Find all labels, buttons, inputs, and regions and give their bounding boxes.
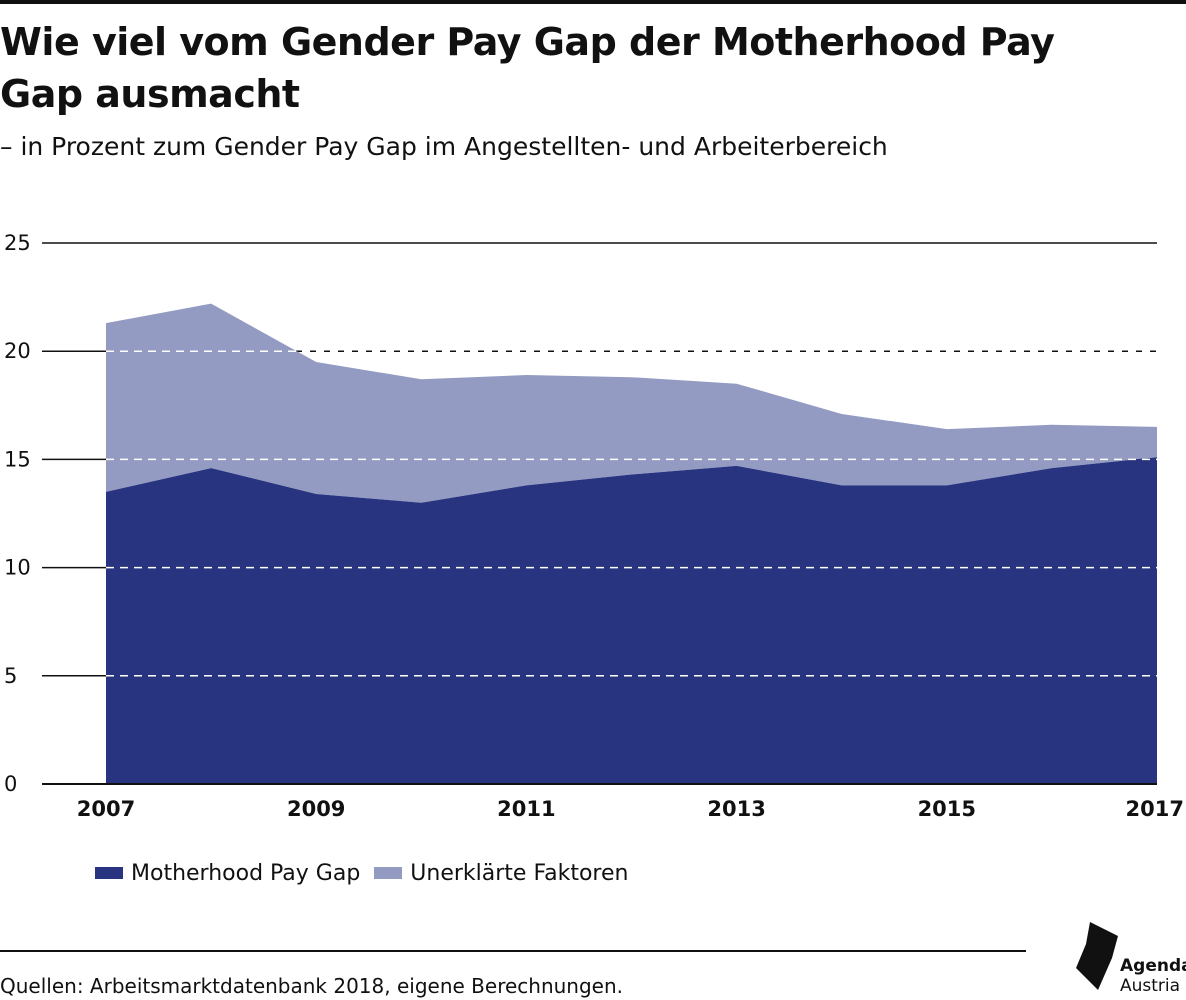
legend-label-motherhood: Motherhood Pay Gap <box>131 860 361 886</box>
legend-swatch-motherhood <box>95 867 123 879</box>
x-tick-label-2013: 2013 <box>707 797 765 821</box>
area-chart: 0 5 10 15 20 25 2007 2009 2011 2013 2015 2017 <box>4 231 1184 821</box>
y-tick-label-25: 25 <box>4 231 31 255</box>
top-rule <box>0 0 1186 4</box>
agenda-austria-logo: Agenda Austria <box>1068 920 1186 998</box>
x-tick-label-2011: 2011 <box>497 797 555 821</box>
footer-rule <box>0 950 1026 952</box>
source-note: Quellen: Arbeitsmarktdatenbank 2018, eig… <box>0 974 624 998</box>
y-tick-label-0: 0 <box>4 772 17 796</box>
x-tick-label-2017: 2017 <box>1126 797 1184 821</box>
legend-label-unexplained: Unerklärte Faktoren <box>410 860 629 886</box>
legend: Motherhood Pay Gap Unerklärte Faktoren <box>95 856 642 890</box>
legend-item-unexplained: Unerklärte Faktoren <box>374 861 628 886</box>
legend-item-motherhood: Motherhood Pay Gap <box>95 861 360 886</box>
logo-mark-icon <box>1076 922 1118 990</box>
area-series-unexplained <box>106 303 1157 503</box>
chart-title: Wie viel vom Gender Pay Gap der Motherho… <box>0 20 1055 116</box>
logo-text-austria: Austria <box>1120 976 1181 996</box>
x-tick-label-2015: 2015 <box>918 797 976 821</box>
y-tick-label-10: 10 <box>4 556 31 580</box>
x-tick-label-2009: 2009 <box>287 797 345 821</box>
y-tick-label-5: 5 <box>4 664 17 688</box>
chart-subtitle: – in Prozent zum Gender Pay Gap im Anges… <box>0 132 888 161</box>
y-tick-label-20: 20 <box>4 339 31 363</box>
legend-swatch-unexplained <box>374 867 403 879</box>
y-tick-label-15: 15 <box>4 447 31 471</box>
logo-text-agenda: Agenda <box>1120 956 1186 976</box>
area-series-motherhood <box>106 457 1157 784</box>
x-tick-label-2007: 2007 <box>77 797 135 821</box>
